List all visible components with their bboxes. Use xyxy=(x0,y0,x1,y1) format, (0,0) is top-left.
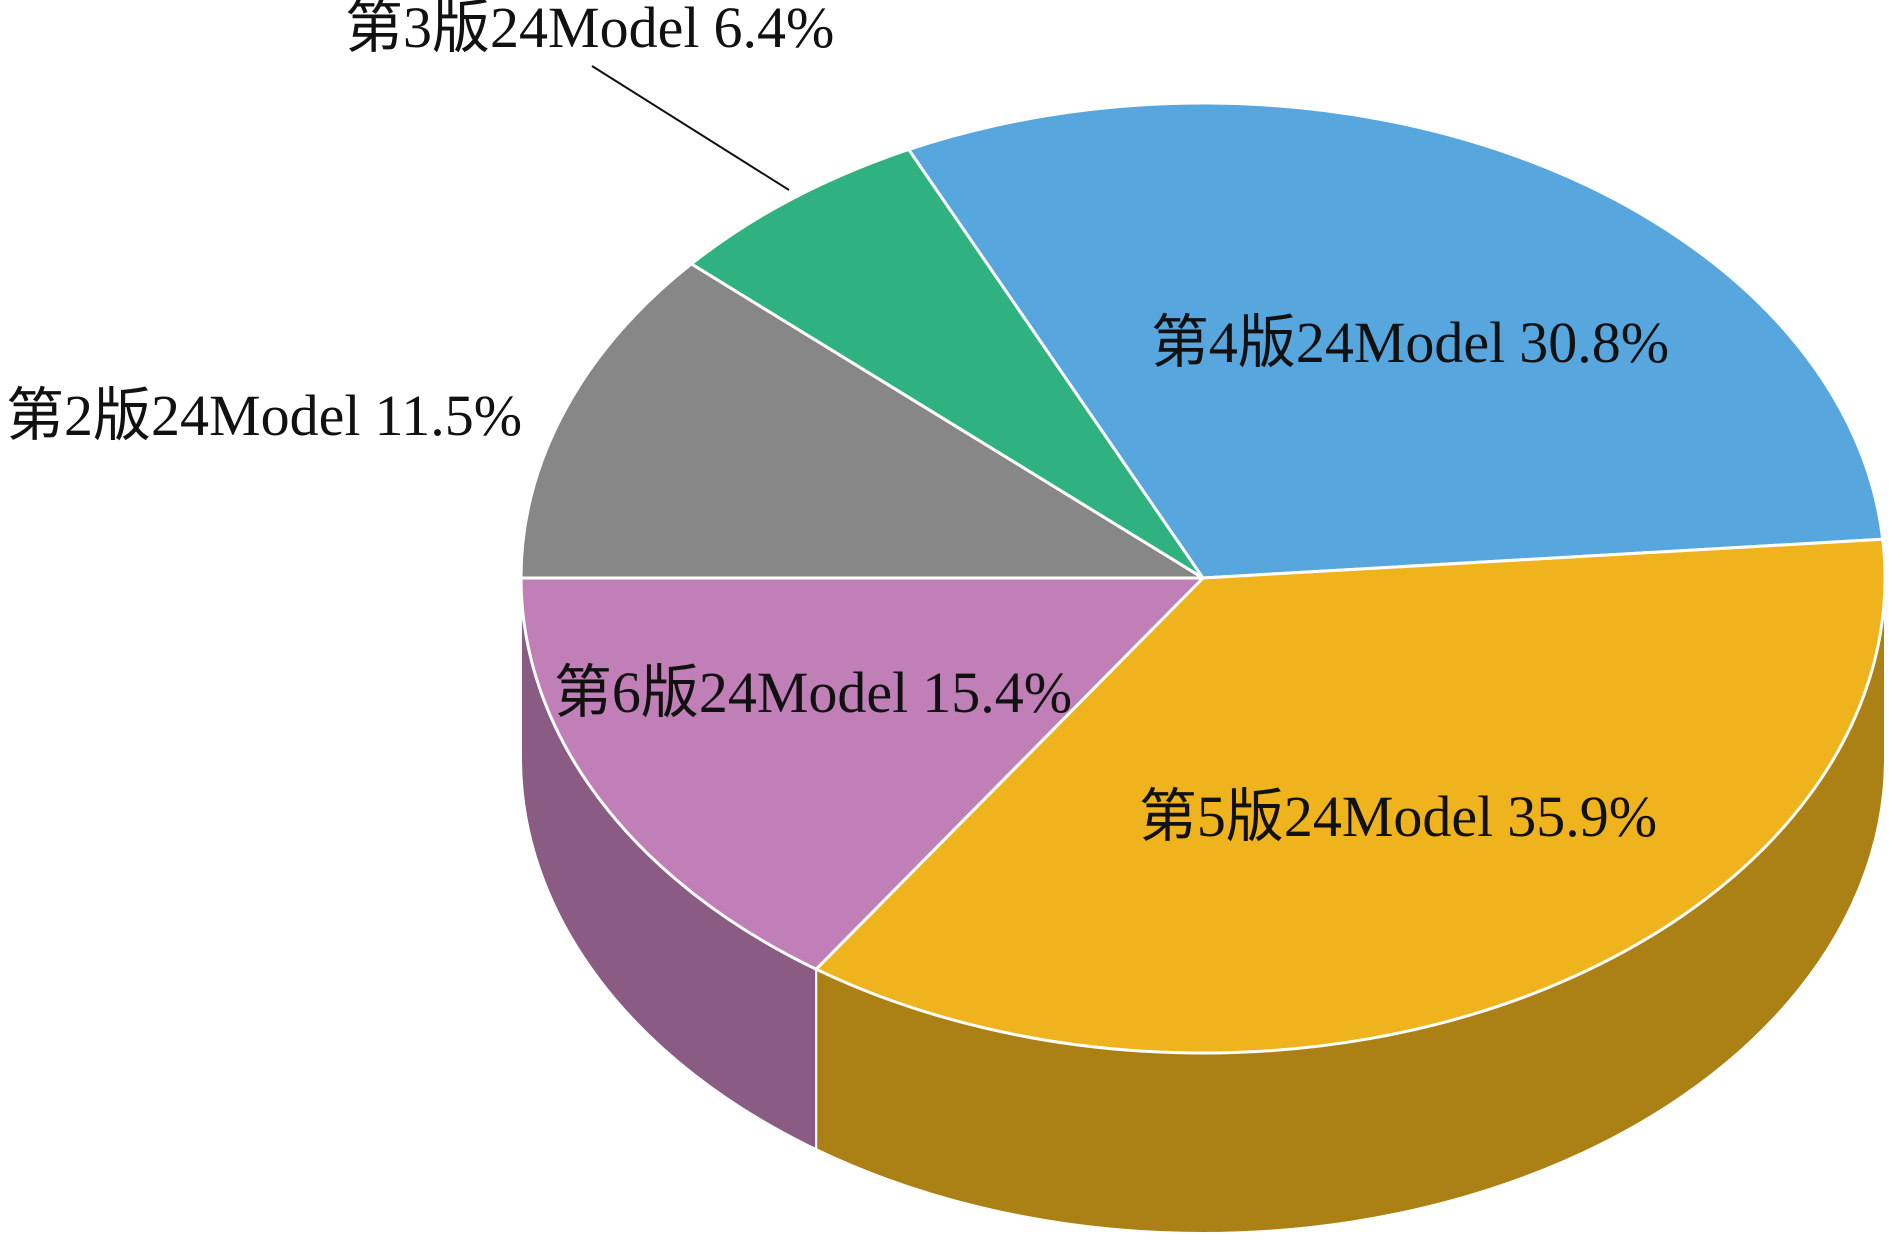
label-value: 15.4% xyxy=(922,660,1072,725)
label-value: 6.4% xyxy=(713,0,834,60)
label-category: 第6版24Model xyxy=(554,660,908,725)
slice xyxy=(519,576,1207,971)
label-category: 第3版24Model xyxy=(345,0,699,60)
data-label: 第2版24Model 11.5% xyxy=(6,383,522,448)
leader-line xyxy=(591,65,790,191)
label-category: 第2版24Model xyxy=(6,383,360,448)
label-category: 第4版24Model xyxy=(1151,310,1505,375)
slice xyxy=(688,147,1205,580)
data-label: 第6版24Model 15.4% xyxy=(554,660,1072,725)
data-label: 第3版24Model 6.4% xyxy=(345,0,834,60)
label-value: 30.8% xyxy=(1519,310,1669,375)
label-value: 11.5% xyxy=(374,383,522,448)
label-value: 35.9% xyxy=(1507,784,1657,849)
data-label: 第5版24Model 35.9% xyxy=(1139,784,1657,849)
slice xyxy=(519,262,1209,580)
label-category: 第5版24Model xyxy=(1139,784,1493,849)
slice xyxy=(906,101,1885,580)
slice xyxy=(813,537,1887,1055)
data-label: 第4版24Model 30.8% xyxy=(1151,310,1669,375)
